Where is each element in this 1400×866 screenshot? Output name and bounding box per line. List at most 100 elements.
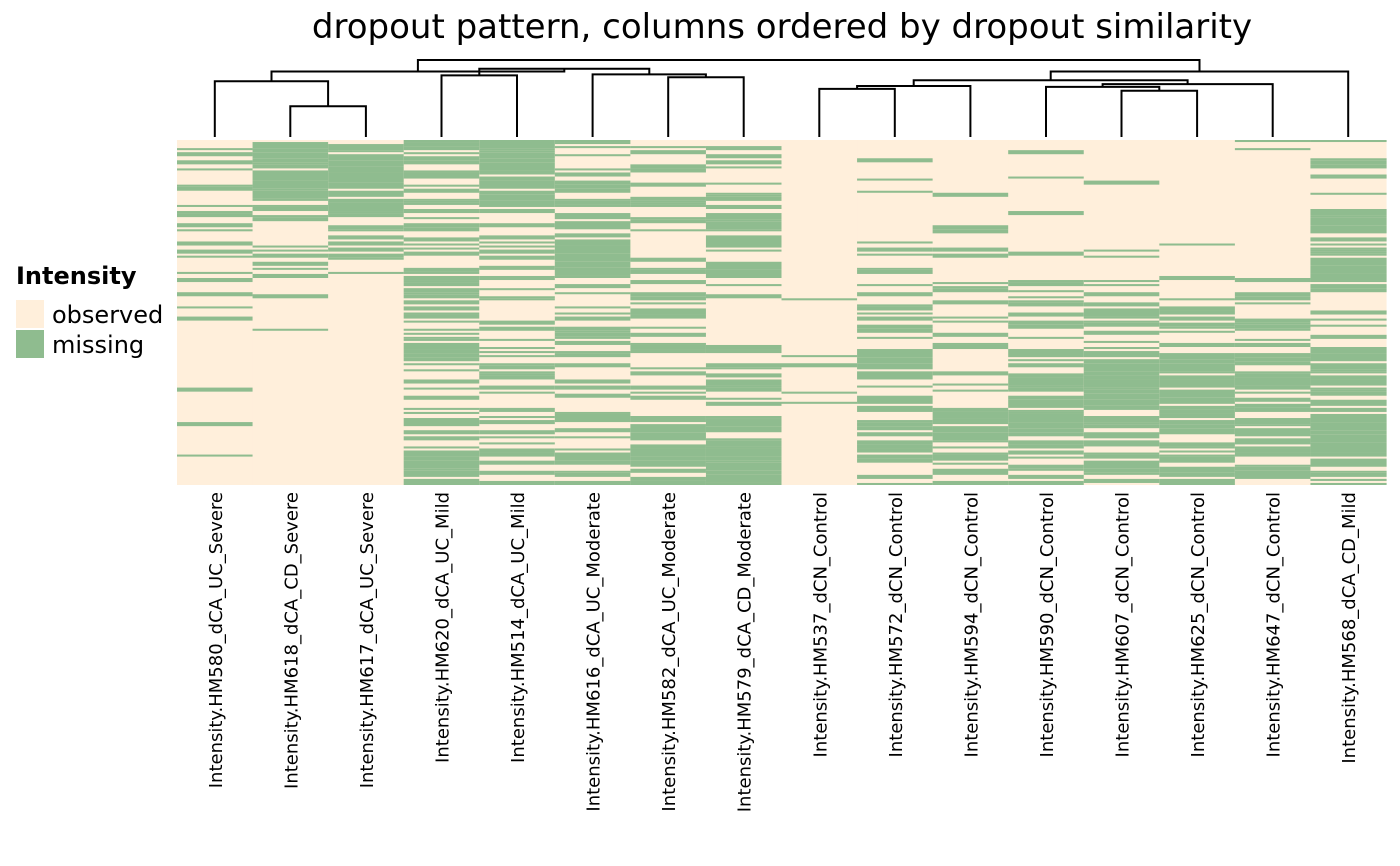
dendrogram-branch (591, 73, 707, 137)
dendrogram-branch (416, 59, 1201, 72)
missing-cell (1083, 280, 1160, 283)
missing-cell (328, 271, 405, 274)
missing-cell (630, 395, 707, 400)
missing-cell (1310, 399, 1387, 406)
missing-cell (857, 458, 934, 463)
missing-cell (1159, 359, 1236, 364)
missing-cell (1008, 450, 1085, 455)
missing-cell (1083, 432, 1160, 439)
missing-cell (479, 430, 556, 435)
missing-cell (1310, 470, 1387, 473)
missing-cell (554, 140, 631, 143)
missing-cell (328, 213, 405, 218)
missing-cell (1234, 397, 1312, 402)
missing-cell (554, 245, 631, 254)
missing-cell (479, 351, 556, 354)
missing-cell (252, 158, 329, 163)
missing-cell (479, 140, 556, 149)
missing-cell (1234, 385, 1312, 390)
missing-cell (403, 160, 480, 165)
missing-cell (1310, 310, 1387, 315)
column-label: Intensity.HM647_dCN_Control (1264, 492, 1285, 757)
missing-cell (857, 349, 934, 358)
missing-cell (554, 393, 631, 398)
missing-cell (630, 349, 707, 354)
missing-cell (554, 180, 631, 185)
missing-cell (1310, 273, 1387, 278)
missing-cell (1159, 428, 1236, 435)
missing-cell (1310, 324, 1387, 327)
missing-cell (479, 416, 556, 419)
missing-cell (403, 251, 480, 256)
missing-cell (1083, 351, 1160, 358)
missing-cell (479, 420, 556, 425)
missing-cell (705, 243, 783, 248)
missing-cell (630, 332, 707, 337)
missing-cell (1159, 310, 1236, 315)
missing-cell (479, 194, 556, 201)
missing-cell (252, 198, 329, 201)
missing-cell (403, 170, 480, 173)
missing-cell (403, 320, 480, 323)
missing-cell (554, 330, 631, 333)
missing-cell (1008, 280, 1085, 283)
missing-cell (857, 190, 934, 193)
missing-cell (479, 152, 556, 159)
column-label: Intensity.HM625_dCN_Control (1188, 492, 1209, 757)
missing-cell (1234, 357, 1312, 362)
missing-cell (1234, 278, 1312, 283)
missing-cell (1310, 478, 1387, 481)
missing-cell (857, 178, 934, 181)
missing-cell (705, 379, 783, 382)
missing-cell (177, 152, 254, 157)
missing-cell (1234, 381, 1312, 386)
missing-cell (857, 306, 934, 311)
missing-cell (554, 239, 631, 246)
missing-cell (177, 184, 254, 187)
missing-cell (403, 328, 480, 331)
missing-cell (479, 375, 556, 380)
missing-cell (1310, 389, 1387, 392)
missing-cell (328, 182, 405, 189)
missing-cell (1083, 454, 1160, 459)
missing-cell (328, 150, 405, 153)
missing-cell (857, 444, 934, 449)
missing-cell (1310, 434, 1387, 443)
missing-cell (1234, 448, 1312, 451)
missing-cell (932, 225, 1009, 230)
missing-cell (705, 204, 783, 209)
missing-cell (1234, 338, 1312, 341)
missing-cell (403, 349, 480, 354)
missing-cell (252, 190, 329, 199)
missing-cell (328, 174, 405, 183)
missing-cell (1083, 468, 1160, 473)
missing-cell (554, 267, 631, 276)
missing-cell (932, 389, 1009, 392)
missing-cell (1008, 349, 1085, 358)
missing-cell (1159, 379, 1236, 388)
missing-cell (252, 174, 329, 181)
missing-cell (932, 229, 1009, 234)
missing-cell (1159, 326, 1236, 329)
missing-cell (479, 373, 556, 376)
missing-cell (705, 456, 783, 461)
missing-cell (1008, 296, 1085, 299)
missing-cell (932, 426, 1009, 433)
missing-cell (554, 385, 631, 390)
missing-cell (1234, 328, 1312, 331)
missing-cell (1159, 424, 1236, 429)
missing-cell (1159, 316, 1236, 321)
missing-cell (781, 355, 858, 358)
missing-cell (1310, 430, 1387, 435)
missing-cell (1159, 306, 1236, 311)
missing-cell (252, 261, 329, 266)
missing-cell (252, 215, 329, 218)
missing-cell (630, 267, 707, 270)
missing-cell (1159, 450, 1236, 453)
missing-cell (554, 184, 631, 189)
missing-cell (1234, 353, 1312, 358)
missing-cell (1159, 442, 1236, 447)
missing-cell (630, 432, 707, 441)
missing-cell (932, 371, 1009, 376)
missing-cell (403, 288, 480, 293)
